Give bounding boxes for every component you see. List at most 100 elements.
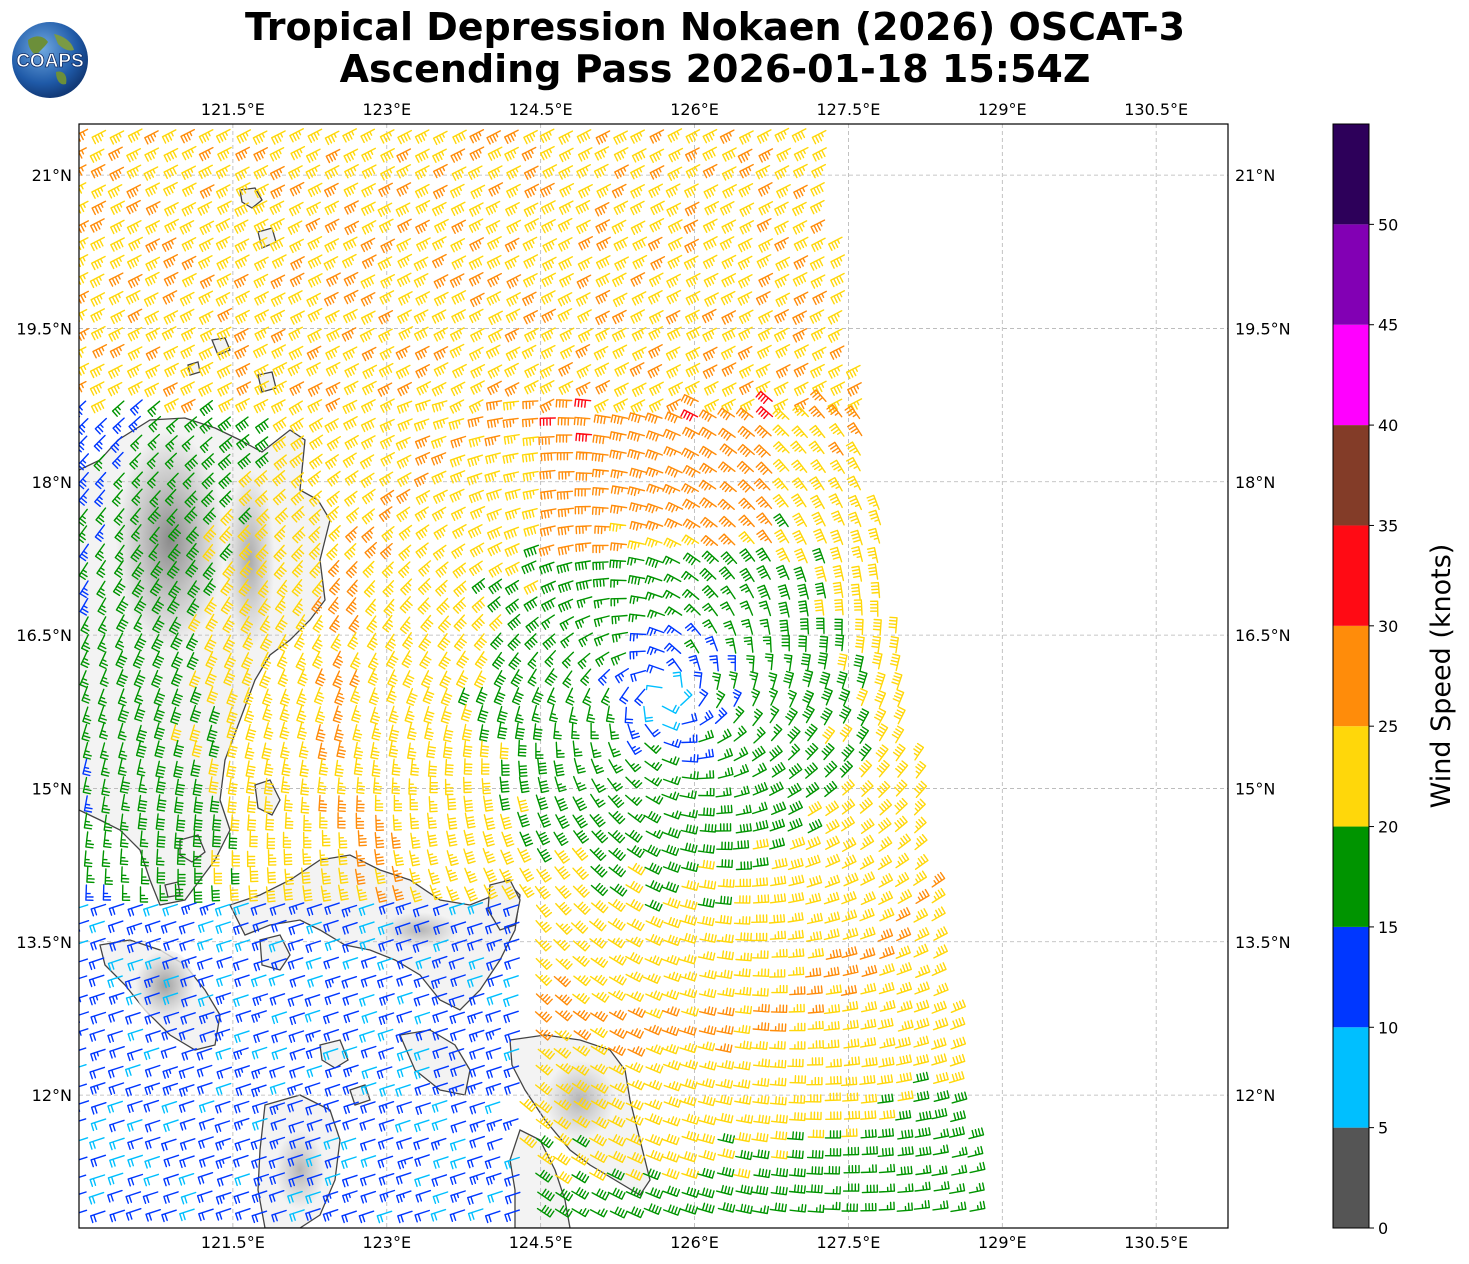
wind-barb xyxy=(627,486,646,497)
wind-barb xyxy=(859,797,873,814)
wind-barb-path xyxy=(756,254,772,269)
wind-barb xyxy=(79,237,89,251)
wind-barb xyxy=(625,880,644,894)
wind-barb-path xyxy=(719,129,735,144)
wind-barb xyxy=(187,580,200,599)
wind-barb xyxy=(162,903,178,917)
wind-barb xyxy=(140,849,150,867)
wind-barb xyxy=(539,398,555,414)
wind-barb-path xyxy=(649,310,664,325)
wind-barb-path xyxy=(810,274,826,289)
wind-barb-path xyxy=(593,414,611,425)
wind-barb-path xyxy=(576,274,592,289)
wind-barb xyxy=(290,145,306,161)
wind-barb xyxy=(591,778,606,793)
wind-barb-path xyxy=(270,184,286,199)
wind-barb-path xyxy=(502,400,520,411)
wind-barb-path xyxy=(504,1082,520,1095)
wind-barb xyxy=(667,326,682,341)
wind-barb xyxy=(702,602,718,617)
wind-barb xyxy=(178,1100,195,1113)
wind-barb xyxy=(896,981,913,995)
wind-barb-path xyxy=(198,129,214,144)
wind-barb xyxy=(380,274,395,289)
wind-barb-path xyxy=(739,202,755,217)
wind-barb-path xyxy=(721,273,737,288)
wind-barb xyxy=(332,705,343,724)
wind-barb-path xyxy=(704,398,719,414)
wind-barb xyxy=(662,861,681,873)
wind-barb-path xyxy=(289,1012,305,1026)
wind-barb-path xyxy=(733,968,751,978)
wind-barb xyxy=(180,128,195,144)
wind-barb-path xyxy=(156,848,165,866)
wind-barb-path xyxy=(296,705,307,724)
wind-barb-path xyxy=(663,537,682,549)
wind-barb-path xyxy=(413,993,430,1007)
wind-barb xyxy=(414,183,430,199)
wind-barb xyxy=(111,400,125,417)
wind-barb-path xyxy=(828,493,843,509)
wind-barb xyxy=(523,273,538,288)
wind-barb-path xyxy=(125,290,141,305)
wind-barb xyxy=(913,999,930,1013)
wind-barb xyxy=(913,870,928,886)
wind-barb xyxy=(627,1007,646,1018)
wind-barb-path xyxy=(609,883,628,897)
wind-barb-path xyxy=(698,479,717,491)
wind-barb xyxy=(381,561,394,579)
wind-barb-path xyxy=(432,544,447,561)
wind-barb-path xyxy=(682,498,701,510)
wind-barb-path xyxy=(79,472,89,490)
wind-barb xyxy=(626,918,645,932)
wind-barb xyxy=(262,688,273,707)
wind-barb xyxy=(739,364,754,379)
wind-barb-path xyxy=(360,974,377,988)
wind-barb-path xyxy=(613,200,629,215)
wind-barb xyxy=(523,310,538,325)
wind-barb xyxy=(558,237,573,252)
wind-barb-path xyxy=(553,1099,572,1111)
wind-barb-path xyxy=(371,723,382,741)
wind-barb-path xyxy=(809,309,825,324)
wind-barb-path xyxy=(632,236,648,251)
wind-barb xyxy=(91,255,106,271)
wind-barb-path xyxy=(576,596,593,609)
wind-barb-path xyxy=(238,578,252,597)
wind-barb xyxy=(594,525,611,535)
wind-barb xyxy=(143,904,159,917)
wind-barb xyxy=(79,580,89,599)
wind-barb xyxy=(377,256,393,271)
wind-barb-path xyxy=(608,847,626,861)
wind-barb-path xyxy=(493,687,506,706)
wind-barb-path xyxy=(292,598,304,617)
wind-barb-path xyxy=(574,505,591,515)
wind-barb xyxy=(608,864,626,878)
wind-barb xyxy=(522,488,539,500)
wind-barb xyxy=(558,200,574,215)
wind-barb-path xyxy=(664,606,683,616)
wind-barb-path xyxy=(716,804,733,815)
wind-barb xyxy=(842,964,859,977)
wind-barb-path xyxy=(246,850,256,868)
wind-barb-path xyxy=(758,238,773,253)
wind-barb-path xyxy=(325,345,340,361)
wind-barb-path xyxy=(135,740,147,758)
wind-barb-path xyxy=(342,1082,359,1095)
wind-barb xyxy=(342,399,358,414)
wind-barb-path xyxy=(329,615,340,633)
wind-barb-path xyxy=(774,165,790,180)
wind-barb xyxy=(238,470,252,488)
wind-barb xyxy=(775,364,791,379)
wind-barb-path xyxy=(839,760,853,778)
wind-barb-path xyxy=(431,435,447,449)
wind-barb-path xyxy=(627,723,640,740)
wind-barb xyxy=(163,938,179,952)
wind-barb-path xyxy=(287,1099,303,1113)
wind-barb xyxy=(315,668,326,687)
wind-barb-path xyxy=(289,272,305,288)
wind-barb-path xyxy=(527,651,539,670)
wind-barb-path xyxy=(578,184,593,199)
wind-barb-path xyxy=(541,218,556,234)
wind-barb-path xyxy=(81,634,91,652)
